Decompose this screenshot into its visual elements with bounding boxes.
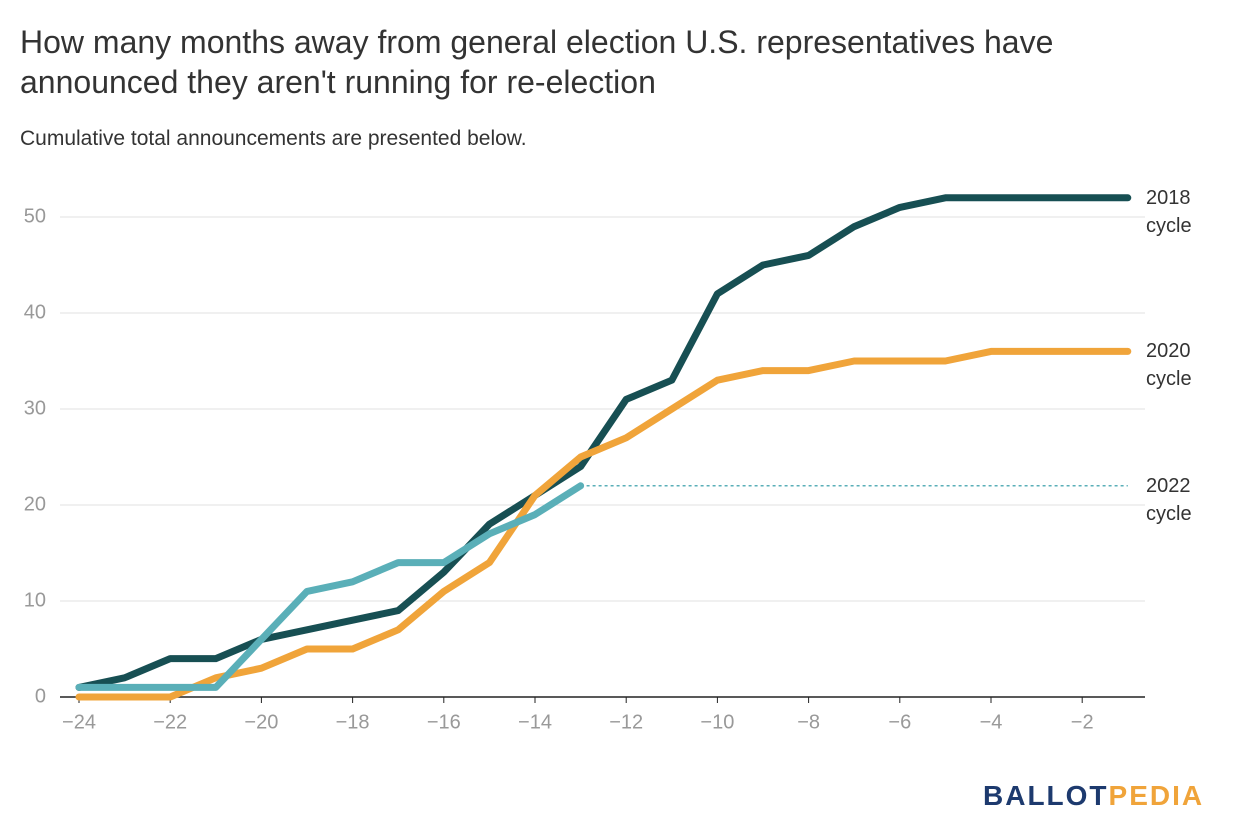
x-tick-label: −22: [153, 711, 187, 733]
x-tick-label: −14: [518, 711, 552, 733]
logo: BALLOTPEDIA: [983, 780, 1204, 812]
logo-part: PEDIA: [1108, 780, 1205, 811]
series-label: 2018 cycle: [1146, 186, 1192, 237]
x-tick-label: −18: [336, 711, 370, 733]
chart-subtitle: Cumulative total announcements are prese…: [20, 127, 527, 150]
y-tick-label: 20: [24, 493, 46, 515]
x-tick-label: −10: [700, 711, 734, 733]
chart-title: How many months away from general electi…: [20, 24, 1054, 100]
y-tick-label: 50: [24, 205, 46, 227]
x-tick-label: −4: [980, 711, 1003, 733]
x-tick-label: −16: [427, 711, 461, 733]
x-tick-label: −20: [244, 711, 278, 733]
y-tick-label: 0: [35, 685, 46, 707]
x-tick-label: −2: [1071, 711, 1094, 733]
y-tick-label: 40: [24, 301, 46, 323]
x-tick-label: −6: [888, 711, 911, 733]
series-line: [75, 347, 1132, 701]
x-tick-label: −24: [62, 711, 96, 733]
series-line: [75, 194, 1132, 691]
y-tick-label: 30: [24, 397, 46, 419]
series-label: 2020 cycle: [1146, 340, 1192, 391]
logo-part: BALLOT: [983, 780, 1109, 811]
series-line: [75, 482, 585, 691]
x-tick-label: −8: [797, 711, 820, 733]
y-tick-label: 10: [24, 589, 46, 611]
series-label: 2022 cycle: [1146, 474, 1192, 525]
x-tick-label: −12: [609, 711, 643, 733]
